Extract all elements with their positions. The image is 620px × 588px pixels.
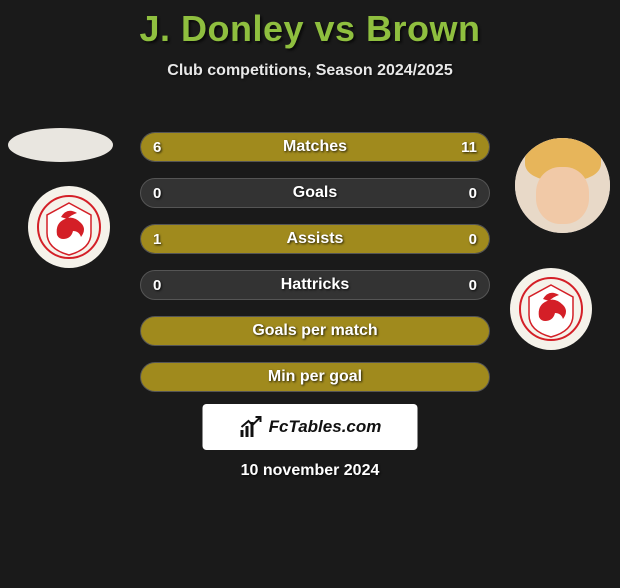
stat-bar: 611Matches <box>140 132 490 162</box>
page-subtitle: Club competitions, Season 2024/2025 <box>0 62 620 80</box>
stat-fullbar: Min per goal <box>140 362 490 392</box>
stat-bar: 10Assists <box>140 224 490 254</box>
player-left-avatar <box>8 128 113 162</box>
dragon-crest-icon <box>519 277 583 341</box>
chart-up-icon <box>239 415 263 439</box>
brand-text: FcTables.com <box>269 417 382 437</box>
date-text: 10 november 2024 <box>0 462 620 480</box>
stat-row: Goals per match <box>140 316 490 346</box>
stat-row: 00Goals <box>140 178 490 208</box>
stat-row: 611Matches <box>140 132 490 162</box>
stat-label: Assists <box>141 225 489 253</box>
stat-label: Matches <box>141 133 489 161</box>
page-title: J. Donley vs Brown <box>0 8 620 50</box>
stat-label: Hattricks <box>141 271 489 299</box>
stat-bar: 00Hattricks <box>140 270 490 300</box>
club-crest-right <box>510 268 592 350</box>
stat-row: Min per goal <box>140 362 490 392</box>
face-placeholder <box>515 138 610 233</box>
stat-row: 00Hattricks <box>140 270 490 300</box>
stat-row: 10Assists <box>140 224 490 254</box>
club-crest-left <box>28 186 110 268</box>
stat-label: Goals <box>141 179 489 207</box>
stat-fullbar: Goals per match <box>140 316 490 346</box>
brand-badge[interactable]: FcTables.com <box>203 404 418 450</box>
dragon-crest-icon <box>37 195 101 259</box>
stat-bar: 00Goals <box>140 178 490 208</box>
player-right-avatar <box>515 138 610 233</box>
